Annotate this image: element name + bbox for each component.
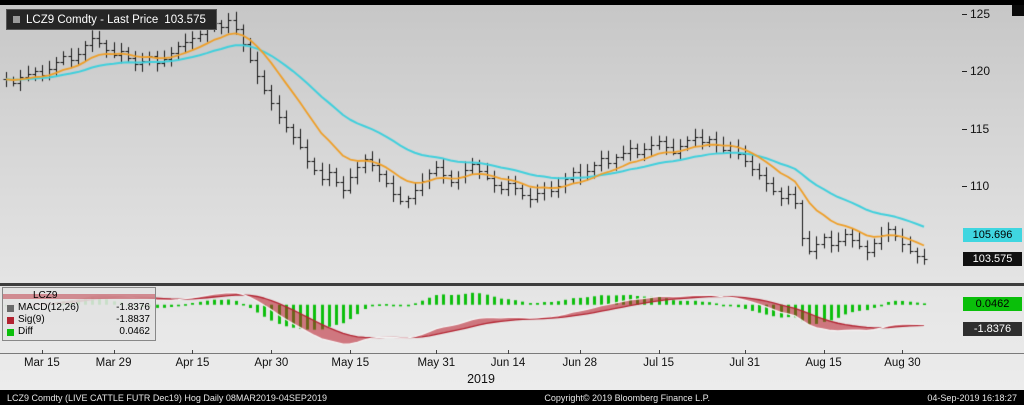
y-axis-tick-mark — [962, 128, 967, 130]
status-left: LCZ9 Comdty (LIVE CATTLE FUTR Dec19) Hog… — [7, 392, 327, 403]
top-border — [0, 0, 1024, 5]
diff-swatch-icon — [7, 328, 14, 336]
price-legend-value: 103.575 — [164, 13, 206, 26]
status-right: 04-Sep-2019 16:18:27 — [927, 392, 1017, 403]
x-axis-tick-label: May 15 — [331, 357, 370, 369]
diff-value: 0.0462 — [119, 326, 150, 337]
x-axis-tick-label: Jun 28 — [562, 357, 598, 369]
x-axis-tick-label: Jul 31 — [729, 357, 761, 369]
x-axis-tick-label: Aug 15 — [805, 357, 842, 369]
x-axis-tick-mark — [580, 350, 581, 354]
y-axis-tick-label: 115 — [970, 121, 990, 136]
macd-swatch-icon — [7, 304, 14, 312]
x-axis-tick-label: Mar 29 — [95, 357, 132, 369]
macd-legend-row-sig: Sig(9) -1.8837 — [7, 314, 150, 326]
diff-label: Diff — [18, 326, 33, 337]
status-bar: LCZ9 Comdty (LIVE CATTLE FUTR Dec19) Hog… — [0, 390, 1024, 405]
x-axis-tick-mark — [436, 350, 437, 354]
macd-value-badge: -1.8376 — [963, 321, 1022, 336]
macd-legend-row-diff: Diff 0.0462 — [7, 326, 150, 338]
x-axis-tick-label: Mar 15 — [23, 357, 60, 369]
x-axis-tick-mark — [745, 350, 746, 354]
y-axis-tick-label: 110 — [970, 178, 990, 193]
macd-red-band — [3, 294, 155, 299]
price-panel[interactable]: LCZ9 Comdty - Last Price 103.575 105.696… — [0, 5, 1024, 283]
x-axis-tick-mark — [350, 350, 351, 354]
x-axis: Mar 15 Mar 29 Apr 15 Apr 30 May 15 May 31 Jun … — [0, 357, 962, 372]
x-axis-tick-mark — [659, 350, 660, 354]
x-axis-tick-mark — [824, 350, 825, 354]
y-axis-tick-mark — [962, 14, 967, 16]
y-axis-tick-label: 125 — [970, 7, 991, 22]
y-axis-tick-mark — [962, 185, 967, 187]
y-axis-tick-mark — [962, 71, 967, 73]
x-axis-tick-mark — [192, 350, 193, 354]
x-axis-tick-label: Jul 15 — [643, 357, 674, 369]
macd-legend-series-row: LCZ9 — [3, 289, 155, 302]
macd-label: MACD(12,26) — [18, 302, 80, 313]
macd-panel[interactable]: LCZ9 MACD(12,26) -1.8376 Sig(9) -1.8837 … — [0, 286, 1024, 354]
status-center: Copyright© 2019 Bloomberg Finance L.P. — [544, 392, 710, 403]
x-axis-tick-label: Apr 15 — [175, 357, 210, 369]
ma-value-badge: 105.696 — [963, 227, 1022, 242]
sig-value: -1.8837 — [116, 314, 150, 325]
macd-series-name: LCZ9 — [33, 290, 58, 301]
x-axis-tick-mark — [114, 350, 115, 354]
x-axis-tick-mark — [508, 350, 509, 354]
x-axis-tick-label: Jun 14 — [490, 357, 526, 369]
x-axis-tick-mark — [902, 350, 903, 354]
sig-swatch-icon — [7, 316, 14, 324]
x-axis-tick-label: May 31 — [417, 357, 456, 369]
price-legend: LCZ9 Comdty - Last Price 103.575 — [6, 9, 217, 30]
last-price-badge: 103.575 — [963, 252, 1022, 267]
x-axis-tick-mark — [42, 350, 43, 354]
x-axis-year-label: 2019 — [467, 372, 495, 386]
corner-box — [1012, 5, 1024, 16]
macd-chart-canvas[interactable] — [0, 286, 962, 352]
panel-divider[interactable] — [0, 283, 1024, 286]
macd-value: -1.8376 — [116, 302, 150, 313]
x-axis-tick-label: Apr 30 — [254, 357, 289, 369]
diff-value-badge: 0.0462 — [963, 297, 1022, 312]
price-chart-canvas[interactable] — [0, 5, 962, 283]
y-axis-tick-label: 120 — [970, 64, 991, 79]
sig-label: Sig(9) — [18, 314, 45, 325]
price-legend-label: LCZ9 Comdty - Last Price — [26, 13, 159, 26]
x-axis-tick-mark — [271, 350, 272, 354]
x-axis-tick-label: Aug 30 — [884, 357, 921, 369]
series-marker-icon — [13, 16, 20, 23]
macd-legend: LCZ9 MACD(12,26) -1.8376 Sig(9) -1.8837 … — [2, 287, 156, 341]
macd-legend-row-macd: MACD(12,26) -1.8376 — [7, 302, 150, 314]
